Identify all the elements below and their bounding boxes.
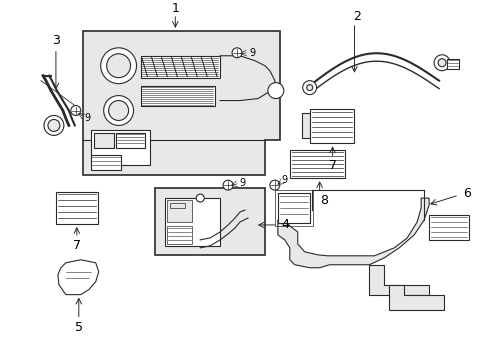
- Circle shape: [269, 180, 279, 190]
- Circle shape: [71, 105, 81, 116]
- Text: 9: 9: [248, 48, 255, 58]
- Text: 6: 6: [462, 186, 470, 199]
- Circle shape: [232, 48, 242, 58]
- Circle shape: [103, 95, 133, 125]
- Bar: [277, 193, 309, 223]
- Circle shape: [44, 116, 64, 135]
- Bar: [56, 192, 98, 224]
- Circle shape: [196, 194, 204, 202]
- Polygon shape: [82, 31, 279, 175]
- Circle shape: [267, 83, 283, 99]
- Circle shape: [302, 81, 316, 95]
- Circle shape: [108, 100, 128, 121]
- Text: 7: 7: [328, 159, 336, 172]
- Circle shape: [223, 180, 233, 190]
- Bar: [167, 226, 192, 244]
- Bar: [428, 215, 468, 240]
- Text: 9: 9: [239, 178, 244, 188]
- Polygon shape: [301, 113, 309, 138]
- Text: 9: 9: [84, 113, 91, 123]
- Bar: [140, 56, 220, 78]
- Circle shape: [437, 59, 445, 67]
- Text: 3: 3: [52, 34, 60, 48]
- Circle shape: [101, 48, 136, 84]
- Polygon shape: [277, 198, 428, 268]
- Text: 5: 5: [75, 321, 82, 334]
- Text: 8: 8: [320, 194, 328, 207]
- Bar: [91, 155, 121, 170]
- Bar: [274, 190, 312, 226]
- Text: 2: 2: [353, 10, 361, 23]
- Polygon shape: [368, 265, 428, 294]
- Text: 1: 1: [171, 3, 179, 15]
- Polygon shape: [388, 285, 443, 310]
- Bar: [91, 130, 150, 165]
- Text: 7: 7: [73, 239, 81, 252]
- Circle shape: [306, 85, 312, 91]
- Bar: [115, 134, 145, 148]
- Bar: [446, 59, 458, 69]
- Circle shape: [433, 55, 449, 71]
- Bar: [94, 134, 113, 148]
- Bar: [289, 150, 344, 178]
- Circle shape: [106, 54, 130, 78]
- Polygon shape: [58, 260, 99, 294]
- Bar: [309, 108, 354, 143]
- Bar: [165, 198, 220, 246]
- Bar: [140, 86, 215, 105]
- Polygon shape: [170, 203, 185, 208]
- Bar: [167, 200, 192, 222]
- Polygon shape: [155, 188, 264, 255]
- Text: 9: 9: [281, 175, 287, 185]
- Circle shape: [48, 120, 60, 131]
- Text: 4: 4: [281, 219, 289, 231]
